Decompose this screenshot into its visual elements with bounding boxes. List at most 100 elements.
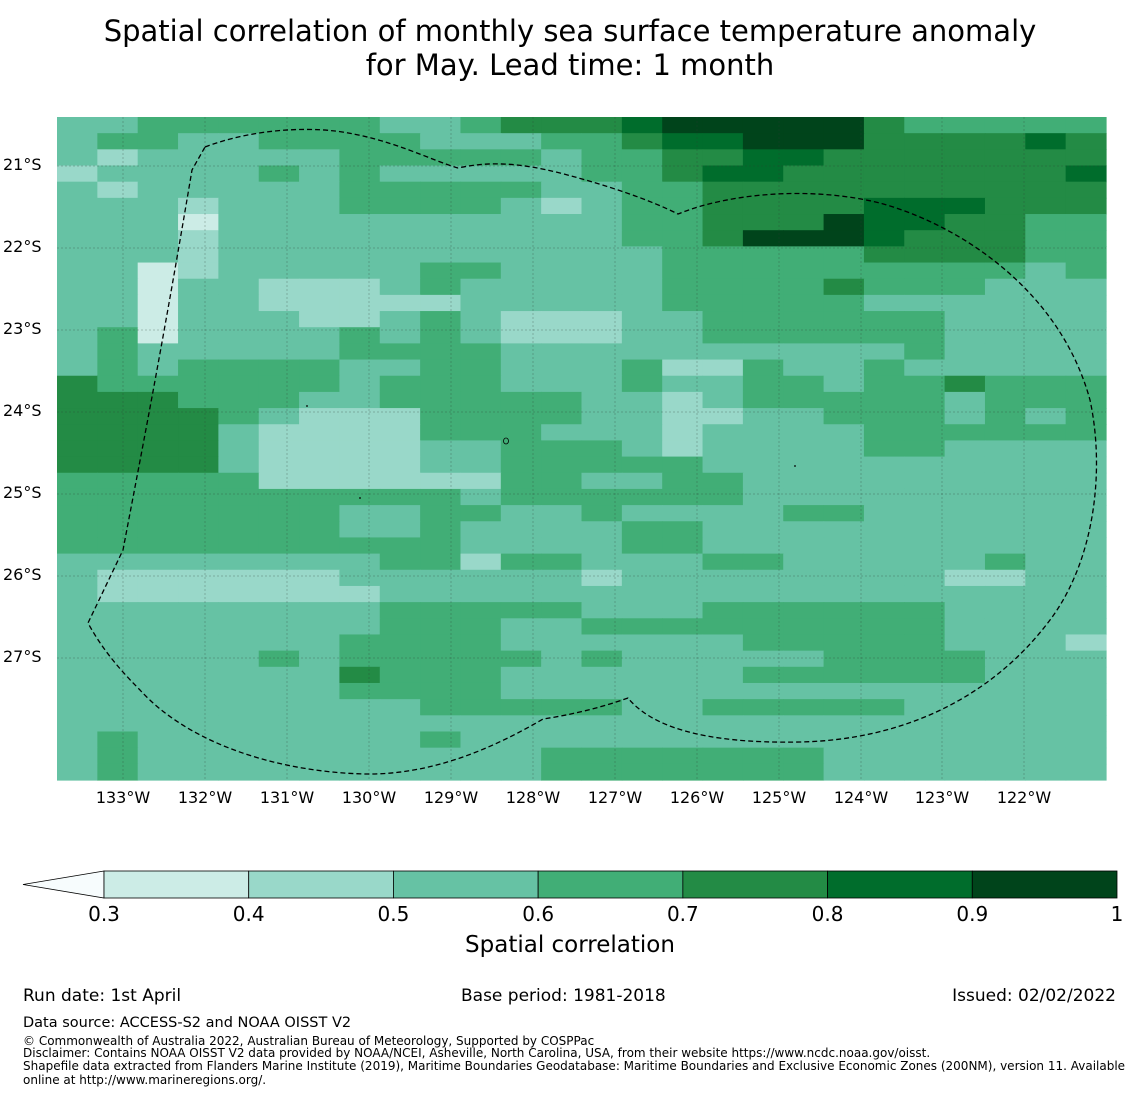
grid-cell xyxy=(97,117,139,134)
grid-cell xyxy=(299,569,341,587)
grid-cell xyxy=(984,133,1026,150)
grid-cell xyxy=(863,472,905,490)
grid-cell xyxy=(702,666,744,684)
grid-cell xyxy=(339,149,381,167)
grid-cell xyxy=(137,197,179,215)
grid-cell xyxy=(863,246,905,264)
grid-cell xyxy=(258,699,300,716)
grid-cell xyxy=(339,618,381,636)
grid-cell xyxy=(1025,311,1067,328)
grid-cell xyxy=(904,311,946,328)
grid-cell xyxy=(178,343,219,361)
grid-cell xyxy=(702,715,744,733)
grid-cell xyxy=(1065,117,1107,134)
grid-cell xyxy=(379,149,421,167)
grid-cell xyxy=(57,650,98,668)
grid-cell xyxy=(420,408,462,425)
grid-cell xyxy=(581,375,623,393)
grid-cell xyxy=(137,149,179,167)
grid-cell xyxy=(218,715,260,733)
grid-cell xyxy=(97,343,139,361)
grid-cell xyxy=(1065,197,1107,215)
grid-cell xyxy=(581,634,623,652)
grid-cell xyxy=(500,262,542,280)
grid-cell xyxy=(57,391,98,409)
grid-cell xyxy=(420,311,462,328)
grid-cell xyxy=(581,763,623,781)
grid-cell xyxy=(460,618,502,636)
grid-cell xyxy=(904,553,946,571)
grid-cell xyxy=(299,391,341,409)
grid-cell xyxy=(178,391,219,409)
grid-cell xyxy=(299,294,341,312)
grid-cell xyxy=(460,408,502,425)
grid-cell xyxy=(1025,488,1067,506)
grid-cell xyxy=(1025,747,1067,765)
grid-cell xyxy=(500,278,542,296)
grid-cell xyxy=(460,585,502,603)
grid-cell xyxy=(984,602,1026,619)
grid-cell xyxy=(541,682,583,700)
grid-cell xyxy=(460,311,502,328)
grid-cell xyxy=(621,488,663,506)
grid-cell xyxy=(97,278,139,296)
grid-cell xyxy=(904,715,946,733)
grid-cell xyxy=(541,117,583,134)
grid-cell xyxy=(1065,424,1107,442)
grid-cell xyxy=(460,165,502,183)
grid-cell xyxy=(541,133,583,150)
grid-cell xyxy=(137,214,179,231)
grid-cell xyxy=(904,327,946,344)
grid-cell xyxy=(904,440,946,458)
grid-cell xyxy=(823,699,865,716)
grid-cell xyxy=(742,262,784,280)
grid-cell xyxy=(662,149,704,167)
lon-label: 124°W xyxy=(833,788,889,807)
grid-cell xyxy=(863,763,905,781)
grid-cell xyxy=(137,327,179,344)
grid-cell xyxy=(904,262,946,280)
grid-cell xyxy=(379,472,421,490)
grid-cell xyxy=(1065,181,1107,199)
grid-cell xyxy=(904,391,946,409)
grid-cell xyxy=(742,763,784,781)
eez-boundary xyxy=(87,128,1098,775)
grid-cell xyxy=(178,747,219,765)
grid-cell xyxy=(97,585,139,603)
grid-cell xyxy=(621,650,663,668)
grid-cell xyxy=(541,375,583,393)
grid-cell xyxy=(500,214,542,231)
grid-cell xyxy=(783,602,825,619)
grid-cell xyxy=(1065,521,1107,539)
grid-cell xyxy=(742,602,784,619)
grid-cell xyxy=(500,715,542,733)
grid-cell xyxy=(379,181,421,199)
grid-cell xyxy=(541,585,583,603)
grid-cell xyxy=(1065,731,1107,749)
grid-cell xyxy=(662,424,704,442)
grid-cell xyxy=(984,666,1026,684)
grid-cell xyxy=(218,634,260,652)
grid-cell xyxy=(97,488,139,506)
grid-cell xyxy=(258,181,300,199)
grid-cell xyxy=(137,230,179,247)
grid-cell xyxy=(984,505,1026,522)
grid-cell xyxy=(258,715,300,733)
grid-cell xyxy=(97,391,139,409)
shapefile-credit-2: online at http://www.marineregions.org/. xyxy=(23,1073,267,1087)
grid-cell xyxy=(944,133,986,150)
grid-cell xyxy=(621,553,663,571)
grid-cell xyxy=(702,117,744,134)
grid-cell xyxy=(944,505,986,522)
grid-cell xyxy=(218,117,260,134)
grid-cell xyxy=(460,278,502,296)
grid-cell xyxy=(863,214,905,231)
grid-cell xyxy=(581,747,623,765)
grid-cell xyxy=(1065,488,1107,506)
colorbar-extend-arrow xyxy=(22,870,105,899)
grid-cell xyxy=(379,391,421,409)
grid-cell xyxy=(500,311,542,328)
grid-cell xyxy=(420,715,462,733)
grid-cell xyxy=(662,682,704,700)
grid-cell xyxy=(339,181,381,199)
